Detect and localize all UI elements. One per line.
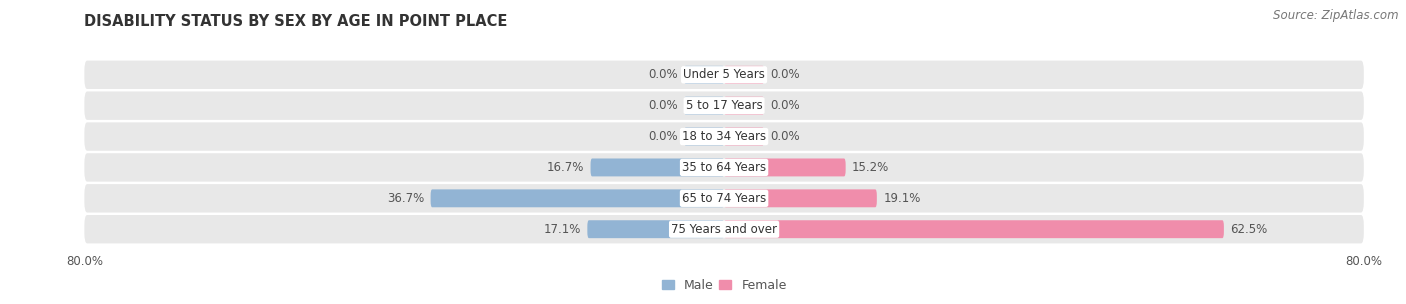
Legend: Male, Female: Male, Female	[662, 279, 786, 292]
FancyBboxPatch shape	[724, 220, 1223, 238]
Text: 65 to 74 Years: 65 to 74 Years	[682, 192, 766, 205]
Text: 0.0%: 0.0%	[770, 68, 800, 81]
FancyBboxPatch shape	[84, 215, 1364, 244]
Text: Under 5 Years: Under 5 Years	[683, 68, 765, 81]
Text: Source: ZipAtlas.com: Source: ZipAtlas.com	[1274, 9, 1399, 22]
Text: 0.0%: 0.0%	[770, 130, 800, 143]
Text: 36.7%: 36.7%	[387, 192, 425, 205]
FancyBboxPatch shape	[84, 153, 1364, 182]
Text: 62.5%: 62.5%	[1230, 223, 1268, 236]
Text: 5 to 17 Years: 5 to 17 Years	[686, 99, 762, 112]
Text: 15.2%: 15.2%	[852, 161, 889, 174]
Text: 35 to 64 Years: 35 to 64 Years	[682, 161, 766, 174]
Text: 0.0%: 0.0%	[770, 99, 800, 112]
FancyBboxPatch shape	[430, 189, 724, 207]
FancyBboxPatch shape	[84, 92, 1364, 120]
Text: DISABILITY STATUS BY SEX BY AGE IN POINT PLACE: DISABILITY STATUS BY SEX BY AGE IN POINT…	[84, 14, 508, 29]
FancyBboxPatch shape	[724, 158, 845, 176]
Text: 75 Years and over: 75 Years and over	[671, 223, 778, 236]
Text: 0.0%: 0.0%	[648, 68, 678, 81]
FancyBboxPatch shape	[84, 60, 1364, 89]
FancyBboxPatch shape	[84, 184, 1364, 212]
FancyBboxPatch shape	[724, 66, 763, 84]
FancyBboxPatch shape	[724, 128, 763, 146]
FancyBboxPatch shape	[685, 66, 724, 84]
FancyBboxPatch shape	[685, 128, 724, 146]
Text: 0.0%: 0.0%	[648, 99, 678, 112]
FancyBboxPatch shape	[588, 220, 724, 238]
FancyBboxPatch shape	[724, 97, 763, 115]
FancyBboxPatch shape	[591, 158, 724, 176]
FancyBboxPatch shape	[685, 97, 724, 115]
Text: 17.1%: 17.1%	[544, 223, 581, 236]
FancyBboxPatch shape	[84, 122, 1364, 151]
Text: 0.0%: 0.0%	[648, 130, 678, 143]
Text: 19.1%: 19.1%	[883, 192, 921, 205]
Text: 16.7%: 16.7%	[547, 161, 583, 174]
Text: 18 to 34 Years: 18 to 34 Years	[682, 130, 766, 143]
FancyBboxPatch shape	[724, 189, 877, 207]
